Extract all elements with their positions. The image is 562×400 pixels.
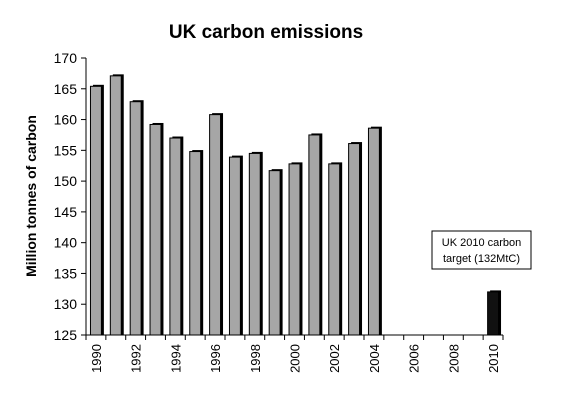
y-tick-label: 130: [54, 296, 78, 312]
x-tick-label: 2000: [288, 344, 303, 373]
annotation-line-2: target (132MtC): [443, 253, 520, 265]
bar: [268, 170, 281, 336]
bar: [248, 152, 261, 336]
x-tick-label: 2004: [367, 344, 382, 373]
target-bar: [487, 291, 500, 336]
bar: [328, 163, 341, 336]
bar: [288, 163, 301, 336]
y-tick-label: 165: [54, 81, 78, 97]
bar: [308, 134, 321, 336]
y-tick-label: 145: [54, 204, 78, 220]
y-tick-label: 125: [54, 327, 78, 343]
y-tick-label: 155: [54, 142, 78, 158]
bar: [209, 114, 222, 336]
plot-area: 125 130 135 140 145 150 155 160 165 170 1990 1992 19…: [54, 50, 504, 373]
y-axis-label: Million tonnes of carbon: [23, 115, 39, 277]
x-tick-label: 1990: [89, 344, 104, 373]
y-tick-label: 135: [54, 265, 78, 281]
bar: [129, 101, 142, 336]
y-tick-label: 170: [54, 50, 78, 66]
bar: [228, 156, 241, 336]
x-tick-label: 2006: [407, 344, 422, 373]
x-tick-label: 2002: [327, 344, 342, 373]
x-tick-label: 1996: [208, 344, 223, 373]
x-tick-label: 1992: [129, 344, 144, 373]
annotation: UK 2010 carbon target (132MtC): [431, 230, 532, 270]
bar: [189, 151, 202, 336]
bar: [109, 75, 122, 336]
y-tick-label: 140: [54, 235, 78, 251]
bar: [348, 143, 361, 336]
bar: [149, 123, 162, 336]
y-tick-label: 150: [54, 173, 78, 189]
bar: [169, 137, 182, 336]
x-tick-label: 2008: [446, 344, 461, 373]
bar: [367, 127, 380, 336]
y-tick-label: 160: [54, 112, 78, 128]
x-tick-label: 1994: [168, 344, 183, 373]
x-tick-label: 2010: [486, 344, 501, 373]
chart-title: UK carbon emissions: [169, 22, 363, 43]
x-tick-label: 1998: [248, 344, 263, 373]
annotation-line-1: UK 2010 carbon: [442, 237, 522, 249]
bar: [89, 85, 102, 336]
annotation-box: [431, 230, 532, 270]
